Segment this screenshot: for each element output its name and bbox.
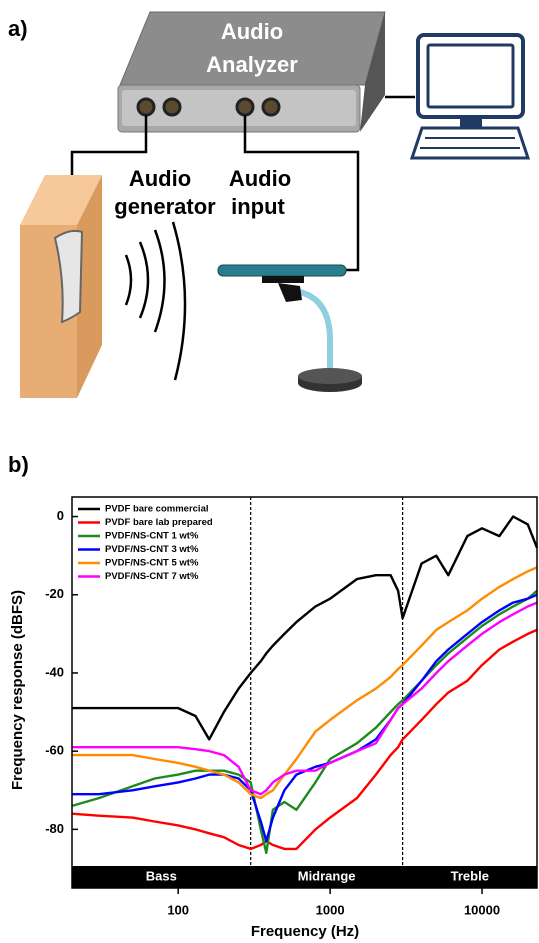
input-label: input: [231, 194, 285, 219]
legend-label: PVDF/NS-CNT 5 wt%: [105, 558, 199, 569]
microphone: [217, 264, 362, 392]
legend-label: PVDF bare commercial: [105, 504, 209, 515]
region-label: Midrange: [298, 868, 356, 883]
y-tick-label: 0: [57, 508, 64, 523]
legend-label: PVDF/NS-CNT 3 wt%: [105, 544, 199, 555]
plot-area: [72, 497, 537, 888]
series-line: [72, 515, 539, 741]
panel-label: b): [8, 452, 29, 477]
series-line: [72, 601, 538, 796]
speaker: [53, 229, 84, 324]
analyzer-label: Audio: [221, 19, 283, 44]
computer: [409, 33, 531, 160]
generator-label: generator: [114, 194, 216, 219]
x-axis-label: Frequency (Hz): [251, 923, 359, 940]
wall-top: [20, 175, 102, 225]
series-line: [71, 628, 538, 851]
legend-label: PVDF/NS-CNT 7 wt%: [105, 571, 199, 582]
y-tick-label: -40: [45, 664, 64, 679]
x-tick-label: 100: [167, 902, 189, 917]
region-label: Treble: [451, 868, 489, 883]
y-tick-label: -20: [45, 586, 64, 601]
plot-frame: [71, 496, 538, 889]
legend-label: PVDF/NS-CNT 1 wt%: [105, 531, 199, 542]
input-label: Audio: [229, 166, 291, 191]
series-line: [72, 593, 538, 843]
analyzer-side: [360, 12, 385, 132]
y-axis-label: Frequency response (dBFS): [9, 590, 26, 790]
legend-label: PVDF bare lab prepared: [105, 517, 213, 528]
x-tick-label: 1000: [316, 902, 345, 917]
series-line: [71, 589, 538, 854]
region-label: Bass: [146, 868, 177, 883]
y-tick-label: -60: [45, 743, 64, 758]
generator-label: Audio: [129, 166, 191, 191]
x-tick-label: 10000: [464, 902, 500, 917]
sound-waves: [124, 221, 187, 381]
wall-side: [77, 175, 102, 398]
region-band: [72, 866, 537, 888]
panel-label: a): [8, 16, 28, 41]
y-tick-label: -80: [45, 821, 64, 836]
series-line: [72, 566, 538, 800]
analyzer-label: Analyzer: [206, 52, 298, 77]
